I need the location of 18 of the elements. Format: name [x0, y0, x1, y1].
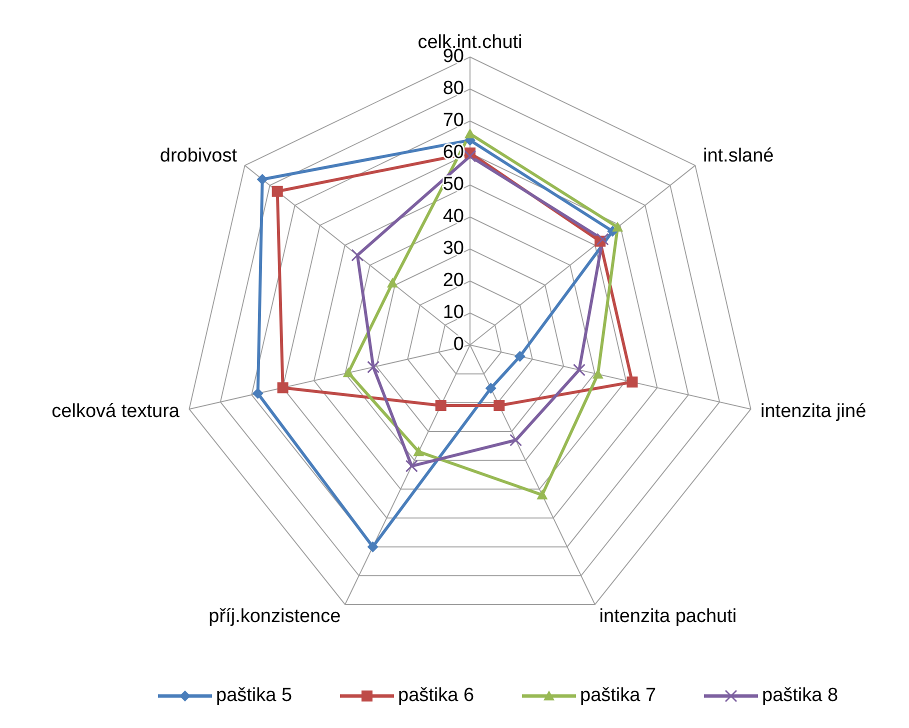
y-tick-label: 50 — [442, 174, 464, 196]
spoke-label: intenzita pachuti — [599, 606, 737, 628]
y-tick-label: 10 — [442, 302, 464, 324]
legend-label: paštika 8 — [762, 685, 838, 706]
y-tick-label: 0 — [453, 334, 464, 356]
legend-label: paštika 7 — [580, 685, 656, 706]
spoke-label: int.slané — [702, 146, 774, 167]
legend-label: paštika 5 — [216, 685, 292, 706]
spoke-label: intenzita jiné — [760, 401, 866, 422]
y-tick-label: 70 — [442, 110, 464, 132]
y-tick-label: 20 — [442, 270, 464, 292]
y-tick-label: 30 — [442, 238, 464, 260]
spoke-label: celková textura — [52, 401, 180, 422]
spoke-label: drobivost — [160, 146, 238, 167]
legend-label: paštika 6 — [398, 685, 474, 706]
spoke-label: příj.konzistence — [208, 606, 341, 628]
y-tick-label: 80 — [442, 78, 464, 100]
y-tick-label: 40 — [442, 206, 464, 228]
